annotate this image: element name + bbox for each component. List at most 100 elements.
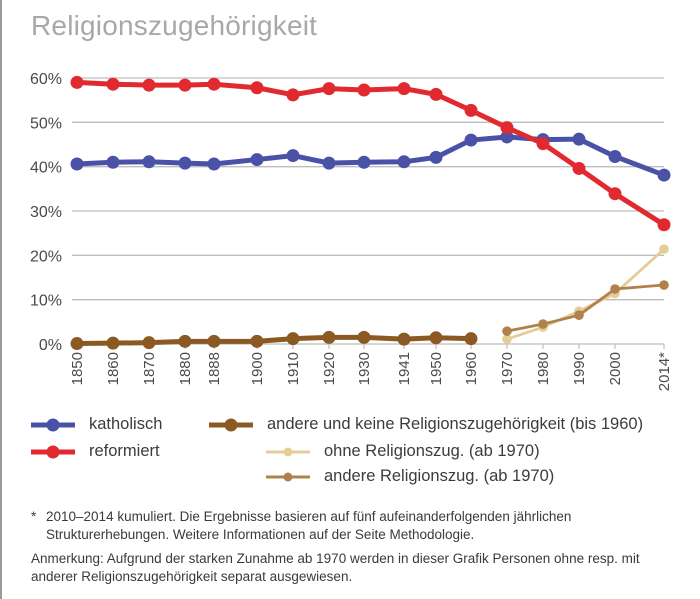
footnote-marker: *: [31, 509, 37, 524]
x-tick-label: 1888: [206, 352, 223, 385]
x-tick-label: 1941: [396, 352, 413, 385]
remark-text: Anmerkung: Aufgrund der starken Zunahme …: [31, 551, 640, 584]
legend-marker: [224, 418, 238, 431]
y-tick-label: 40%: [30, 160, 62, 177]
data-point: [250, 334, 264, 348]
data-point: [464, 133, 478, 147]
data-point: [574, 310, 584, 320]
y-tick-label: 10%: [30, 293, 62, 310]
legend-label: ohne Religionszug. (ab 1970): [324, 442, 540, 460]
x-tick-label: 1980: [535, 352, 552, 385]
footnote-text: 2010–2014 kumuliert. Die Ergebnisse basi…: [46, 509, 572, 542]
x-tick-label: 2014*: [656, 352, 673, 391]
legend-item-andere-ab-1970: andere Religionszug. (ab 1970): [266, 467, 554, 486]
data-point: [70, 337, 84, 351]
data-point: [608, 149, 622, 163]
data-point: [429, 331, 443, 345]
y-tick-label: 0%: [39, 337, 62, 354]
data-point: [357, 83, 371, 97]
y-tick-label: 30%: [30, 204, 62, 221]
data-point: [429, 87, 443, 101]
data-point: [322, 156, 336, 170]
x-tick-label: 1990: [571, 352, 588, 385]
data-point: [106, 155, 120, 169]
data-point: [142, 155, 156, 169]
series-line: [74, 334, 474, 347]
data-point: [464, 332, 478, 346]
x-tick-label: 1900: [249, 352, 266, 385]
data-point: [397, 155, 411, 169]
data-point: [538, 319, 548, 329]
data-point: [178, 334, 192, 348]
x-tick-label: 1970: [499, 352, 516, 385]
legend-label: katholisch: [89, 415, 163, 433]
data-point: [572, 161, 586, 175]
data-point: [286, 149, 300, 163]
legend-item-andere-keine-bis-1960: andere und keine Religionszugehörigkeit …: [209, 415, 643, 434]
x-tick-label: 1870: [141, 352, 158, 385]
x-tick-label: 1920: [321, 352, 338, 385]
legend-item-ohne-ab-1970: ohne Religionszug. (ab 1970): [266, 442, 540, 461]
chart-notes: * 2010–2014 kumuliert. Die Ergebnisse ba…: [31, 508, 671, 586]
data-point: [608, 187, 622, 201]
y-tick-label: 60%: [30, 71, 62, 88]
data-point: [142, 336, 156, 350]
legend-swatch-ohne: [266, 445, 310, 459]
data-point: [659, 244, 669, 254]
x-tick-label: 1860: [105, 352, 122, 385]
chart-title: Religionszugehörigkeit: [31, 10, 318, 41]
data-point: [106, 336, 120, 350]
x-tick-label: 1930: [356, 352, 373, 385]
x-tick-label: 1850: [69, 352, 86, 385]
legend-item-katholisch: katholisch: [31, 415, 162, 434]
data-point: [502, 326, 512, 336]
data-point: [502, 334, 512, 344]
data-point: [142, 78, 156, 92]
data-point: [207, 77, 221, 91]
x-tick-label: 1960: [463, 352, 480, 385]
x-tick-label: 1950: [428, 352, 445, 385]
data-point: [178, 156, 192, 170]
legend-swatch-reformiert: [31, 445, 75, 459]
line-chart: 0% 10% 20% 30% 40% 50% 60% 1850 1860 1870 1880 1888…: [30, 71, 673, 391]
data-point: [536, 137, 550, 151]
data-point: [429, 150, 443, 164]
data-point: [500, 130, 514, 144]
legend-item-reformiert: reformiert: [31, 442, 160, 461]
data-point: [250, 153, 264, 167]
data-point: [322, 330, 336, 344]
data-point: [572, 132, 586, 146]
x-tick-label: 1880: [177, 352, 194, 385]
data-point: [357, 155, 371, 169]
legend-label: andere und keine Religionszugehörigkeit …: [267, 415, 644, 433]
data-point: [500, 121, 514, 135]
data-point: [464, 103, 478, 117]
x-tick-label: 1910: [285, 352, 302, 385]
y-tick-label: 20%: [30, 248, 62, 265]
data-point: [610, 284, 620, 294]
data-point: [657, 218, 671, 232]
data-point: [207, 334, 221, 348]
data-point: [106, 77, 120, 91]
legend-marker: [283, 447, 293, 456]
data-point: [397, 82, 411, 96]
data-point: [659, 280, 669, 290]
data-point: [657, 168, 671, 182]
legend-swatch-andere-keine: [209, 418, 253, 432]
data-point: [357, 330, 371, 344]
data-point: [70, 157, 84, 171]
legend-marker: [283, 472, 293, 481]
data-point: [178, 78, 192, 92]
data-point: [397, 332, 411, 346]
legend-label: andere Religionszug. (ab 1970): [324, 467, 555, 485]
data-point: [250, 81, 264, 95]
legend-marker: [46, 418, 60, 431]
data-point: [207, 157, 221, 171]
legend-marker: [46, 445, 60, 458]
data-point: [322, 82, 336, 96]
legend-swatch-katholisch: [31, 418, 75, 432]
data-point: [286, 88, 300, 102]
x-tick-label: 2000: [607, 352, 624, 385]
image-frame-border: [0, 0, 2, 599]
